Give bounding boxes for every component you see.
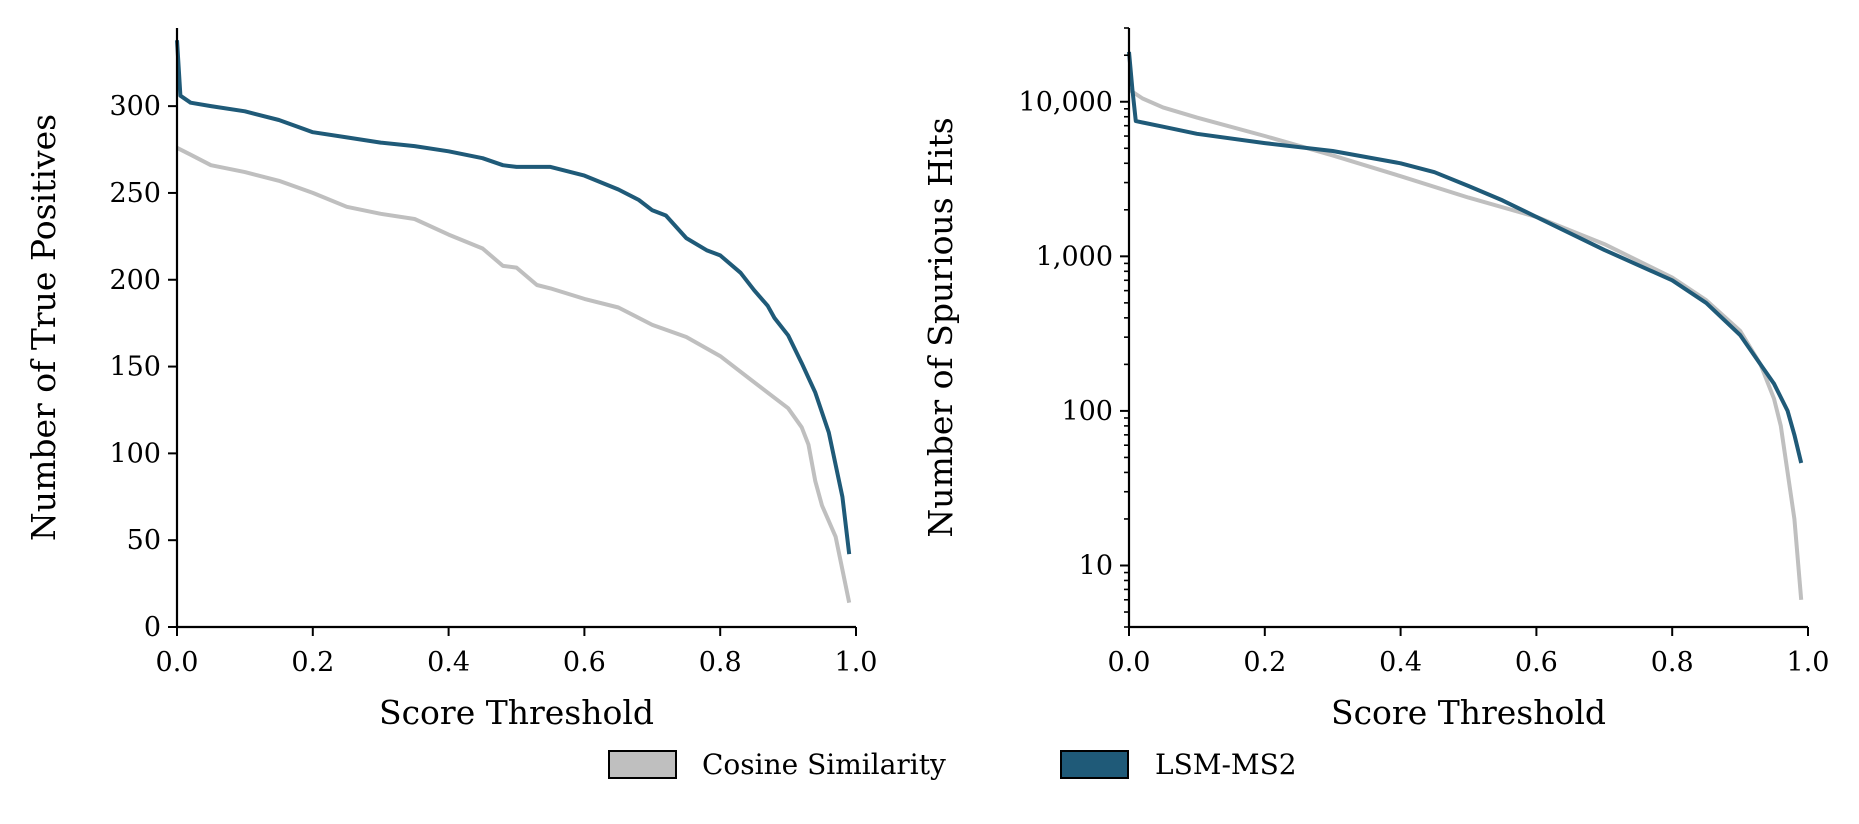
x-tick-label: 0.0 xyxy=(156,647,199,678)
series-line-cosine-similarity xyxy=(1127,87,1804,600)
series-line-lsm-ms2 xyxy=(175,40,852,555)
y-tick-label: 300 xyxy=(109,91,161,122)
y-tick-label: 100 xyxy=(109,438,161,469)
legend-swatch-lsm-ms2 xyxy=(1060,750,1129,779)
x-axis-title: Score Threshold xyxy=(1331,693,1606,732)
x-tick-label: 0.6 xyxy=(1515,647,1558,678)
y-tick-label: 150 xyxy=(109,352,161,383)
x-tick-label: 0.0 xyxy=(1108,647,1151,678)
legend-label-lsm-ms2: LSM-MS2 xyxy=(1155,748,1297,781)
x-tick-label: 1.0 xyxy=(1787,647,1830,678)
y-tick-label: 50 xyxy=(127,525,161,556)
x-tick-label: 0.2 xyxy=(1243,647,1286,678)
x-axis-title: Score Threshold xyxy=(379,693,654,732)
y-tick-label: 1,000 xyxy=(1036,241,1113,272)
y-axis-title: Number of Spurious Hits xyxy=(921,117,960,537)
x-tick-label: 0.8 xyxy=(1651,647,1694,678)
y-tick-label: 0 xyxy=(144,612,161,643)
x-tick-label: 0.4 xyxy=(427,647,470,678)
y-tick-label: 250 xyxy=(109,178,161,209)
series-line-cosine-similarity xyxy=(176,146,852,604)
y-tick-label: 10,000 xyxy=(1019,87,1113,118)
legend: Cosine Similarity LSM-MS2 xyxy=(608,748,1297,781)
x-tick-label: 0.4 xyxy=(1379,647,1422,678)
x-tick-label: 0.6 xyxy=(563,647,606,678)
series-line-lsm-ms2 xyxy=(1127,51,1804,464)
x-tick-label: 0.8 xyxy=(699,647,742,678)
true-positives-chart: 0.0 0.2 0.4 0.6 0.8 1.0 0 50 100 150 200 250 300 Scor… xyxy=(24,28,877,732)
y-tick-label: 10 xyxy=(1079,550,1113,581)
x-tick-label: 1.0 xyxy=(835,647,878,678)
x-tick-label: 0.2 xyxy=(291,647,334,678)
y-axis-title: Number of True Positives xyxy=(24,114,63,541)
legend-swatch-cosine-similarity xyxy=(608,750,677,779)
y-tick-label: 200 xyxy=(109,265,161,296)
legend-label-cosine-similarity: Cosine Similarity xyxy=(702,748,946,781)
y-tick-label: 100 xyxy=(1061,396,1113,427)
spurious-hits-chart: 0.0 0.2 0.4 0.6 0.8 1.0 10 100 1,000 10,000 Score … xyxy=(921,27,1830,732)
